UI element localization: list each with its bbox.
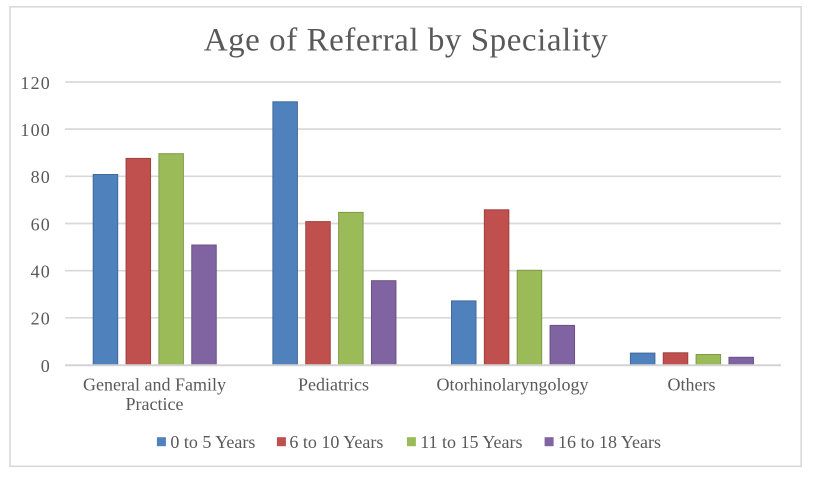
svg-text:16 to 18 Years: 16 to 18 Years xyxy=(558,432,661,452)
svg-text:100: 100 xyxy=(20,120,51,140)
svg-text:0: 0 xyxy=(41,356,51,376)
svg-text:60: 60 xyxy=(31,214,51,234)
svg-text:40: 40 xyxy=(31,262,51,282)
svg-text:80: 80 xyxy=(31,167,51,187)
svg-text:120: 120 xyxy=(20,73,51,93)
svg-text:Pediatrics: Pediatrics xyxy=(298,374,369,394)
svg-text:General and Family: General and Family xyxy=(83,374,226,394)
svg-text:0 to 5 Years: 0 to 5 Years xyxy=(170,432,255,452)
svg-text:Otorhinolaryngology: Otorhinolaryngology xyxy=(437,374,589,394)
svg-text:6 to 10 Years: 6 to 10 Years xyxy=(289,432,383,452)
svg-text:Age of Referral by Speciality: Age of Referral by Speciality xyxy=(204,23,608,59)
svg-text:Others: Others xyxy=(668,374,716,394)
svg-text:Practice: Practice xyxy=(126,394,184,414)
svg-text:11 to 15 Years: 11 to 15 Years xyxy=(420,432,522,452)
svg-text:20: 20 xyxy=(31,309,51,329)
